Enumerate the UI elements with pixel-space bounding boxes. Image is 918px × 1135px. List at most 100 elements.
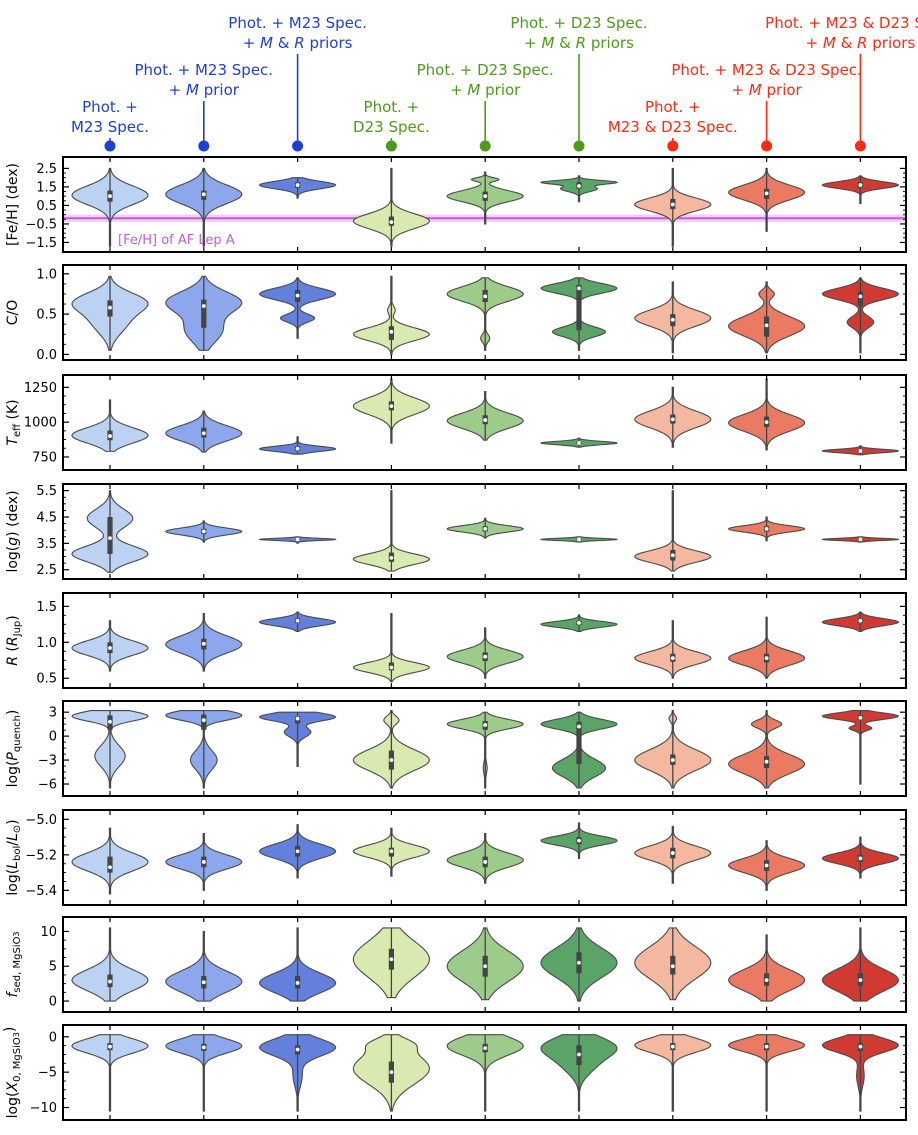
violin-median	[670, 851, 675, 855]
violin-median	[483, 194, 488, 199]
violin-2-2	[165, 275, 243, 351]
violin-7-7	[634, 825, 712, 884]
violin-median	[201, 192, 206, 197]
violin-1-3	[259, 177, 337, 199]
column-marker-dot	[761, 140, 773, 152]
violin-3-3	[258, 436, 337, 455]
violin-median	[295, 183, 300, 187]
violin-5-8	[728, 616, 806, 679]
violin-1-1	[71, 167, 149, 247]
violin-5-7	[634, 620, 712, 679]
y-tick-label: 0.5	[36, 672, 57, 687]
y-tick-label: 0	[49, 995, 57, 1010]
violin-1-7	[634, 167, 712, 247]
violin-median	[764, 323, 769, 328]
column-labels: Phot. +M23 Spec.Phot. + M23 Spec.+ M pri…	[71, 14, 918, 152]
column-label-line: Phot. + M23 & D23 Spec.	[765, 14, 918, 32]
panels: [Fe/H] of AF Lep A −1.5 −0.5 0.5 1.5 2.5 [Fe/H…	[2, 156, 907, 1121]
y-tick-label: 0	[49, 1030, 57, 1045]
violin-5-9	[821, 611, 899, 633]
y-tick-label: 0.0	[36, 348, 57, 363]
violin-median	[389, 1070, 394, 1075]
violin-median	[858, 183, 863, 187]
violin-7-4	[352, 827, 430, 877]
violin-median	[764, 656, 769, 661]
panel-frame	[62, 264, 907, 361]
violin-median	[858, 449, 863, 453]
violin-median	[295, 849, 300, 854]
violin-5-6	[540, 614, 618, 633]
y-axis-label: log(Lbol​/L⊙​)	[5, 819, 23, 895]
violin-median	[201, 304, 206, 308]
y-tick-label: −5	[38, 1066, 57, 1081]
y-tick-label: 3.5	[36, 537, 57, 552]
column-label-7: Phot. + M23 & D23 Spec.	[608, 98, 738, 152]
violin-8-5	[446, 927, 524, 1001]
violin-median	[670, 553, 675, 558]
violin-median	[108, 719, 112, 724]
violin-6-1	[71, 710, 149, 789]
violin-median	[577, 838, 581, 843]
y-tick-label: 5	[49, 960, 57, 975]
violin-2-6	[540, 277, 618, 351]
violin-8-1	[71, 927, 149, 1002]
violin-median	[201, 1045, 206, 1050]
violin-median	[764, 526, 769, 531]
violin-8-3	[259, 927, 337, 1002]
y-axis-label: Teff​ (K)	[5, 399, 23, 445]
violin-median	[389, 758, 394, 762]
violin-median	[858, 294, 863, 299]
violin-8-8	[728, 934, 806, 1002]
violin-median	[670, 417, 675, 422]
y-tick-label: −5.2	[25, 848, 57, 863]
column-label-line: Phot. + D23 Spec.	[417, 61, 554, 79]
violin-9-5	[446, 1034, 524, 1112]
violin-9-7	[634, 1034, 712, 1112]
violin-3-8	[728, 378, 806, 451]
violin-2-4	[352, 275, 431, 355]
violin-median	[577, 620, 581, 625]
column-label-line: Phot. + D23 Spec.	[510, 14, 647, 32]
violin-median	[108, 979, 112, 984]
violin-8-9	[821, 927, 899, 1002]
y-tick-label: 1000	[24, 416, 57, 431]
violin-median	[577, 724, 581, 729]
violin-8-4	[352, 927, 430, 999]
violin-iqr-box	[201, 299, 207, 328]
violin-6-8	[728, 710, 806, 789]
violin-median	[764, 863, 769, 868]
y-tick-label: −5.4	[25, 884, 57, 899]
violin-median	[295, 1047, 300, 1052]
violin-median	[295, 618, 300, 623]
panel-5: 0.5 1.0 1.5 R (RJup​)	[5, 592, 907, 689]
violin-6-7	[634, 710, 712, 789]
y-axis-label: R (RJup​)	[5, 615, 23, 666]
violin-4-3	[258, 536, 337, 544]
violin-4-1	[71, 490, 149, 573]
violin-iqr-box	[857, 291, 863, 307]
violin-median	[389, 404, 394, 409]
column-label-6: Phot. + D23 Spec. + M & R priors	[510, 14, 648, 152]
violin-9-4	[352, 1034, 430, 1112]
violin-median	[108, 865, 112, 870]
violin-2-3	[259, 277, 337, 339]
violin-9-1	[71, 1034, 149, 1112]
violin-iqr-box	[107, 517, 113, 554]
violin-median	[577, 184, 581, 188]
violin-median	[201, 860, 206, 864]
violin-1-4	[352, 167, 430, 247]
violin-iqr-box	[107, 856, 113, 873]
y-tick-label: 0.5	[36, 199, 57, 214]
violin-median	[389, 849, 394, 854]
violin-median	[483, 1046, 488, 1050]
violin-6-6	[540, 711, 618, 789]
violin-1-2	[165, 167, 243, 247]
column-label-line: Phot. +	[364, 98, 420, 116]
violin-median	[389, 220, 394, 224]
y-axis-label: [Fe/H] (dex)	[5, 163, 21, 246]
violin-6-3	[258, 711, 337, 768]
column-marker-dot	[385, 140, 397, 152]
y-axis-label: log(Pquench​)	[5, 710, 23, 788]
